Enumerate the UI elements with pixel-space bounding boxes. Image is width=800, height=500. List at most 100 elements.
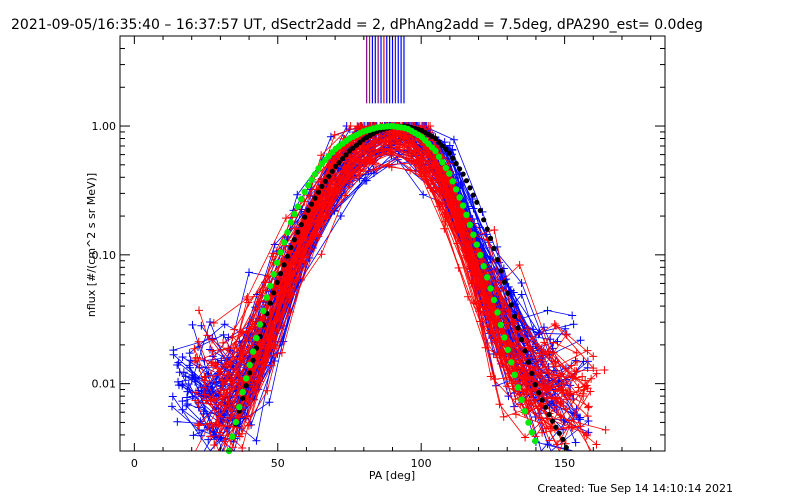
plus-marker — [354, 123, 363, 132]
plus-marker — [561, 324, 570, 333]
green-model-point — [274, 259, 281, 266]
plus-marker — [424, 122, 433, 131]
plus-marker — [495, 400, 504, 409]
plus-marker — [543, 306, 552, 315]
plus-marker — [550, 320, 559, 329]
plus-marker — [566, 389, 575, 398]
plus-marker — [189, 431, 198, 440]
plus-marker — [567, 361, 576, 370]
green-model-point — [277, 249, 284, 256]
plus-marker — [330, 130, 339, 139]
plus-marker — [435, 165, 444, 174]
plus-marker — [266, 358, 275, 367]
black-model-point — [457, 166, 463, 172]
x-tick-label: 100 — [411, 457, 432, 470]
plus-marker — [236, 327, 245, 336]
x-tick-label: 0 — [131, 457, 138, 470]
green-model-point — [442, 164, 450, 172]
black-model-point — [322, 178, 328, 184]
plus-marker — [573, 357, 582, 366]
plus-marker — [568, 423, 577, 432]
black-model-point — [281, 262, 287, 268]
plus-marker — [407, 136, 416, 145]
plus-marker — [269, 249, 278, 258]
black-model-point — [336, 160, 342, 166]
plus-marker — [185, 349, 194, 358]
green-model-point — [284, 229, 291, 236]
plus-marker — [219, 330, 228, 339]
plus-marker — [205, 345, 214, 354]
y-tick-label: 1.00 — [92, 120, 117, 133]
plus-marker — [431, 171, 440, 180]
plus-marker — [584, 428, 593, 437]
red-trace — [212, 131, 589, 414]
black-model-point — [340, 156, 346, 162]
black-model-point — [529, 370, 535, 376]
y-tick-label: 0.01 — [92, 378, 117, 391]
plus-marker — [293, 190, 302, 199]
plus-marker — [193, 353, 202, 362]
plus-marker — [444, 159, 453, 168]
black-model-point — [271, 290, 277, 296]
plus-marker — [539, 376, 548, 385]
plus-marker — [487, 301, 496, 310]
plus-marker — [576, 422, 585, 431]
plus-marker — [489, 267, 498, 276]
plus-marker — [200, 372, 209, 381]
plus-marker — [197, 392, 206, 401]
green-model-point — [243, 375, 250, 382]
plus-marker — [434, 175, 443, 184]
plus-marker — [572, 367, 581, 376]
black-model-point — [247, 370, 253, 376]
red-trace — [238, 149, 588, 452]
black-model-point — [512, 313, 518, 319]
black-model-point — [491, 245, 497, 251]
plus-marker — [357, 159, 366, 168]
blue-trace — [205, 131, 577, 452]
plus-marker — [559, 425, 568, 434]
plus-marker — [237, 429, 246, 438]
black-model-point — [505, 290, 511, 296]
plus-marker — [270, 341, 279, 350]
plus-marker — [557, 413, 566, 422]
plus-marker — [549, 360, 558, 369]
black-model-point — [315, 189, 322, 195]
black-model-point — [250, 357, 256, 363]
plus-marker — [173, 417, 182, 426]
plus-marker — [517, 290, 526, 299]
black-model-point — [240, 395, 246, 401]
black-model-point — [319, 183, 325, 189]
plus-marker — [385, 160, 394, 169]
green-model-point — [287, 219, 295, 226]
green-model-point — [532, 437, 539, 445]
plus-marker — [230, 325, 239, 334]
black-model-point — [481, 217, 487, 223]
plus-marker — [589, 364, 598, 373]
plus-marker — [178, 353, 187, 362]
plus-marker — [290, 252, 299, 261]
plus-marker — [558, 385, 567, 394]
red-trace — [204, 131, 563, 403]
plus-marker — [480, 283, 489, 292]
red-trace — [220, 125, 589, 417]
green-model-point — [308, 176, 315, 183]
plus-marker — [361, 176, 370, 185]
green-model-point — [518, 396, 525, 403]
plus-marker — [601, 425, 610, 434]
green-model-point — [453, 186, 460, 193]
plus-marker — [538, 428, 547, 437]
plus-marker — [387, 139, 396, 148]
plus-marker — [194, 398, 203, 407]
plus-marker — [583, 346, 592, 355]
plus-marker — [569, 320, 578, 329]
green-model-point — [487, 285, 494, 292]
axes-layer: 0 50 100 150 0.01 0.10 1.00 — [92, 35, 665, 470]
plus-marker — [224, 397, 233, 406]
plus-marker — [441, 208, 450, 217]
plus-marker — [216, 389, 225, 398]
x-tick-label: 150 — [554, 457, 575, 470]
plus-marker — [341, 191, 350, 200]
green-model-point — [497, 321, 505, 329]
plus-marker — [173, 361, 182, 370]
plus-marker — [568, 311, 577, 320]
